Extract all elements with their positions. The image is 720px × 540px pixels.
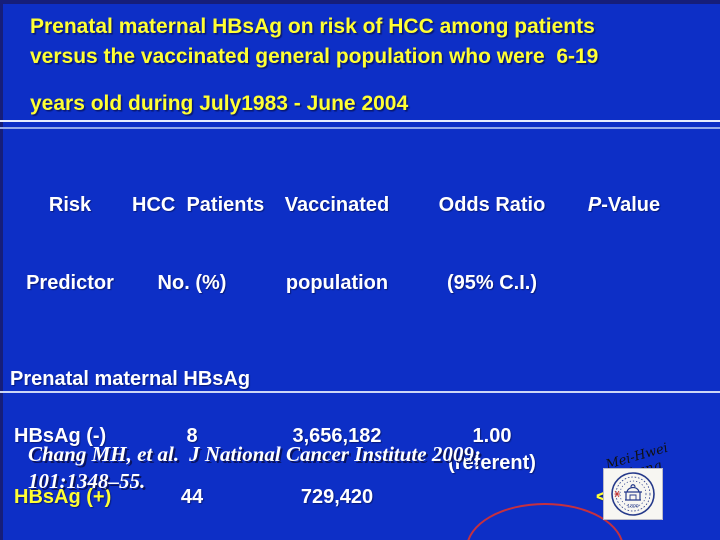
header-p-value: P-Value xyxy=(587,194,661,216)
table-section-row: Prenatal maternal HBsAg xyxy=(8,368,708,390)
citation-reference-part1: J National Cancer Institute 2009; xyxy=(189,442,481,466)
seal-year: 1899 xyxy=(627,504,639,510)
header-hcc-patients: HCC Patients No. (%) xyxy=(132,194,265,294)
bottom-divider xyxy=(0,391,720,393)
header-odds-ratio: Odds Ratio (95% C.I.) xyxy=(438,194,546,294)
title-line-1: Prenatal maternal HBsAg on risk of HCC a… xyxy=(30,15,595,38)
seal-graphic: 1899 xyxy=(611,472,655,516)
cell-hcc-no: 8 xyxy=(186,425,198,447)
results-table: Risk Predictor HCC Patients No. (%) Vacc… xyxy=(8,133,708,540)
slide-left-edge xyxy=(0,0,3,540)
slide-top-edge xyxy=(0,0,720,4)
title-line-3: years old during July1983 - June 2004 xyxy=(30,92,409,115)
section-label: Prenatal maternal HBsAg xyxy=(10,368,251,390)
citation-line-1: Chang MH, et al. J National Cancer Instit… xyxy=(28,441,588,468)
cell-odds-ratio: 1.00 xyxy=(472,425,512,447)
cell-odds-ratio-note: (referent) xyxy=(448,452,536,474)
cell-vaccinated: 3,656,182 xyxy=(292,425,382,447)
citation-line-2: 101:1348–55. xyxy=(28,469,146,493)
cell-predictor: HBsAg (-) xyxy=(14,425,107,447)
cell-hcc-no: 44 xyxy=(180,486,204,508)
title-line-2: versus the vaccinated general population… xyxy=(30,45,599,68)
title-divider xyxy=(0,120,720,129)
slide-title: Prenatal maternal HBsAg on risk of HCC a… xyxy=(30,12,700,119)
seal-image: 1899 xyxy=(603,468,663,520)
cell-vaccinated: 729,420 xyxy=(300,486,374,508)
table-header-row: Risk Predictor HCC Patients No. (%) Vacc… xyxy=(8,140,708,348)
header-vaccinated-population: Vaccinated population xyxy=(284,194,390,294)
cell-predictor: HBsAg (+) xyxy=(14,486,112,508)
header-risk-predictor: Risk Predictor xyxy=(26,194,114,294)
citation: Chang MH, et al. J National Cancer Instit… xyxy=(28,441,588,495)
table-row-referent-note: (referent) xyxy=(8,450,708,476)
table-row-hbsag-negative: HBsAg (-) 8 3,656,182 1.00 xyxy=(8,424,708,448)
citation-authors: Chang MH, et al. xyxy=(28,442,180,466)
odds-ratio-value: 29.50 xyxy=(548,537,598,540)
